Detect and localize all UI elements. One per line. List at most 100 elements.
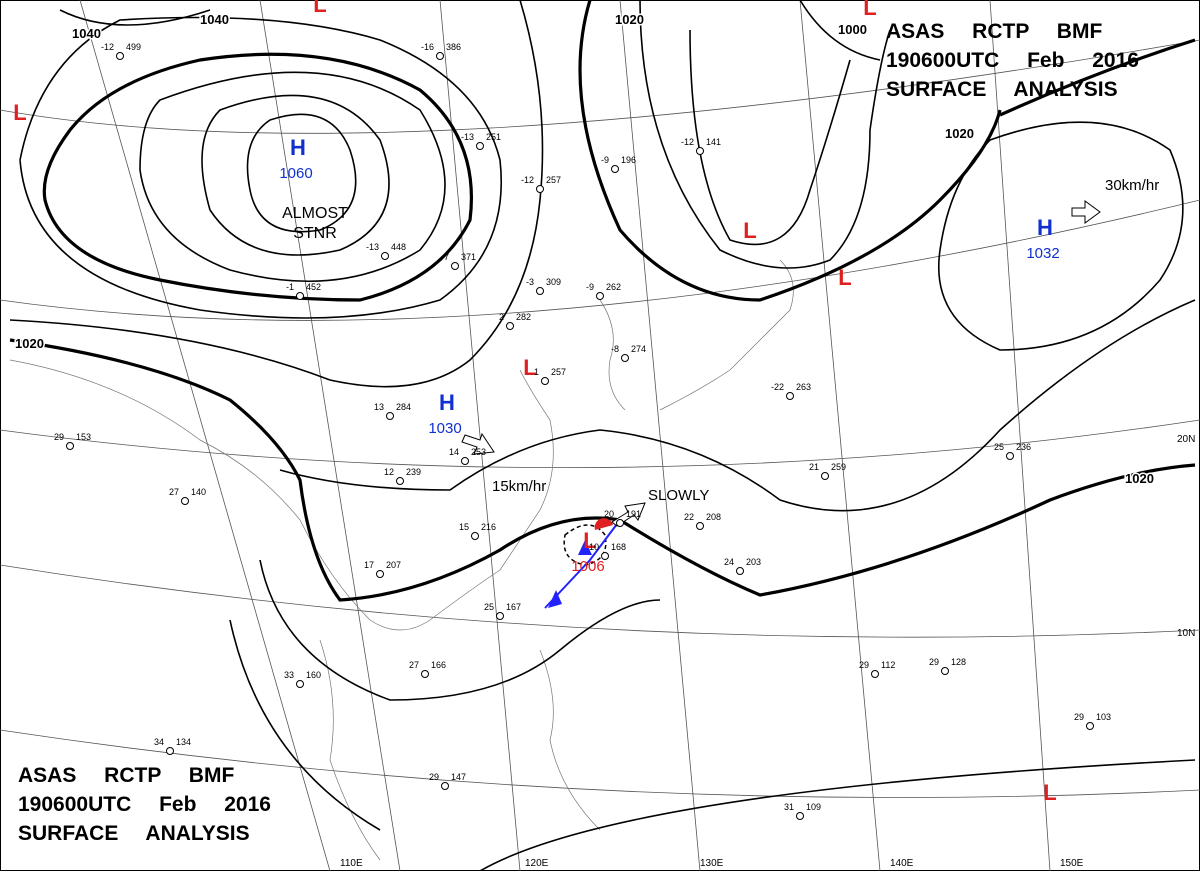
station-pressure: 386 bbox=[446, 42, 461, 52]
station-temp: -13 bbox=[366, 242, 379, 252]
station-pressure: 239 bbox=[406, 467, 421, 477]
station-plot: 12 239 bbox=[384, 467, 421, 485]
station-plot: -3 309 bbox=[526, 277, 561, 295]
center-symbol: L bbox=[743, 218, 756, 243]
station-plot: -12 499 bbox=[101, 42, 141, 60]
station-pressure: 282 bbox=[516, 312, 531, 322]
center-value: 1060 bbox=[279, 165, 312, 182]
lon-label: 130E bbox=[700, 858, 724, 869]
station-plot: 25 236 bbox=[994, 442, 1031, 460]
station-circle bbox=[461, 457, 469, 465]
station-temp: 29 bbox=[1074, 712, 1084, 722]
station-temp: 29 bbox=[429, 772, 439, 782]
station-circle bbox=[166, 747, 174, 755]
station-temp: 14 bbox=[449, 447, 459, 457]
station-pressure: 263 bbox=[796, 382, 811, 392]
header-line: SURFACE ANALYSIS bbox=[886, 78, 1118, 101]
lat-label: 10N bbox=[1177, 628, 1195, 639]
station-plot: 34 134 bbox=[154, 737, 191, 755]
station-temp: 31 bbox=[784, 802, 794, 812]
station-temp: -8 bbox=[611, 344, 619, 354]
station-plot: 24 203 bbox=[724, 557, 761, 575]
station-circle bbox=[1006, 452, 1014, 460]
center-value: 1006 bbox=[571, 558, 604, 575]
station-pressure: 216 bbox=[481, 522, 496, 532]
station-plot: 14 253 bbox=[449, 447, 486, 465]
station-plot: 15 216 bbox=[459, 522, 496, 540]
station-pressure: 259 bbox=[831, 462, 846, 472]
station-temp: 1 bbox=[534, 367, 539, 377]
station-circle bbox=[471, 532, 479, 540]
station-pressure: 208 bbox=[706, 512, 721, 522]
station-temp: 33 bbox=[284, 670, 294, 680]
station-pressure: 160 bbox=[306, 670, 321, 680]
header-line: 190600UTC Feb 2016 bbox=[18, 793, 271, 816]
station-plot: 29 103 bbox=[1074, 712, 1111, 730]
center-symbol: H bbox=[1037, 215, 1053, 240]
station-pressure: 371 bbox=[461, 252, 476, 262]
isobar-label: 1020 bbox=[15, 336, 44, 351]
station-plot: -9 262 bbox=[586, 282, 621, 300]
lon-label: 150E bbox=[1060, 858, 1084, 869]
station-circle bbox=[296, 680, 304, 688]
station-circle bbox=[696, 522, 704, 530]
station-circle bbox=[506, 322, 514, 330]
station-temp: 25 bbox=[994, 442, 1004, 452]
motion-label: SLOWLY bbox=[648, 487, 709, 504]
header-line: 190600UTC Feb 2016 bbox=[886, 49, 1139, 72]
motion-label: 15km/hr bbox=[492, 478, 546, 495]
station-pressure: 196 bbox=[621, 155, 636, 165]
station-plot: -13 448 bbox=[366, 242, 406, 260]
station-plot: 25 167 bbox=[484, 602, 521, 620]
station-temp: 20 bbox=[604, 509, 614, 519]
station-circle bbox=[451, 262, 459, 270]
station-temp: 10 bbox=[589, 542, 599, 552]
station-pressure: 499 bbox=[126, 42, 141, 52]
center-symbol: L bbox=[838, 265, 851, 290]
station-pressure: 236 bbox=[1016, 442, 1031, 452]
station-circle bbox=[116, 52, 124, 60]
center-note: STNR bbox=[293, 225, 337, 242]
header-line: ASAS RCTP BMF bbox=[18, 764, 234, 787]
isobar-label: 1040 bbox=[200, 12, 229, 27]
station-temp: -12 bbox=[521, 175, 534, 185]
lon-label: 140E bbox=[890, 858, 914, 869]
station-temp: -13 bbox=[461, 132, 474, 142]
isobar-label: 1020 bbox=[615, 12, 644, 27]
motion-label: 30km/hr bbox=[1105, 177, 1159, 194]
station-circle bbox=[476, 142, 484, 150]
station-circle bbox=[541, 377, 549, 385]
station-plot: -7 371 bbox=[441, 252, 476, 270]
station-circle bbox=[386, 412, 394, 420]
station-temp: -9 bbox=[586, 282, 594, 292]
station-temp: 22 bbox=[684, 512, 694, 522]
station-circle bbox=[421, 670, 429, 678]
station-temp: -12 bbox=[101, 42, 114, 52]
isobar-label: 1000 bbox=[838, 22, 867, 37]
station-circle bbox=[536, 185, 544, 193]
lon-label: 110E bbox=[340, 858, 363, 869]
station-plot: -8 274 bbox=[611, 344, 646, 362]
station-pressure: 141 bbox=[706, 137, 721, 147]
station-temp: -3 bbox=[526, 277, 534, 287]
header-line: SURFACE ANALYSIS bbox=[18, 822, 250, 845]
station-pressure: 274 bbox=[631, 344, 646, 354]
isobars bbox=[9, 0, 1196, 871]
center-symbol: L bbox=[13, 100, 26, 125]
center-note: ALMOST bbox=[282, 205, 348, 222]
station-plot: 20 191 bbox=[604, 509, 641, 527]
station-temp: -12 bbox=[681, 137, 694, 147]
station-circle bbox=[941, 667, 949, 675]
isobar-label: 1020 bbox=[945, 126, 974, 141]
station-plot: 27 140 bbox=[169, 487, 206, 505]
station-pressure: 309 bbox=[546, 277, 561, 287]
station-plot: 27 166 bbox=[409, 660, 446, 678]
station-plot: -22 263 bbox=[771, 382, 811, 400]
station-circle bbox=[181, 497, 189, 505]
station-pressure: 153 bbox=[76, 432, 91, 442]
center-value: 1032 bbox=[1026, 245, 1059, 262]
station-pressure: 251 bbox=[486, 132, 501, 142]
station-circle bbox=[616, 519, 624, 527]
station-circle bbox=[441, 782, 449, 790]
